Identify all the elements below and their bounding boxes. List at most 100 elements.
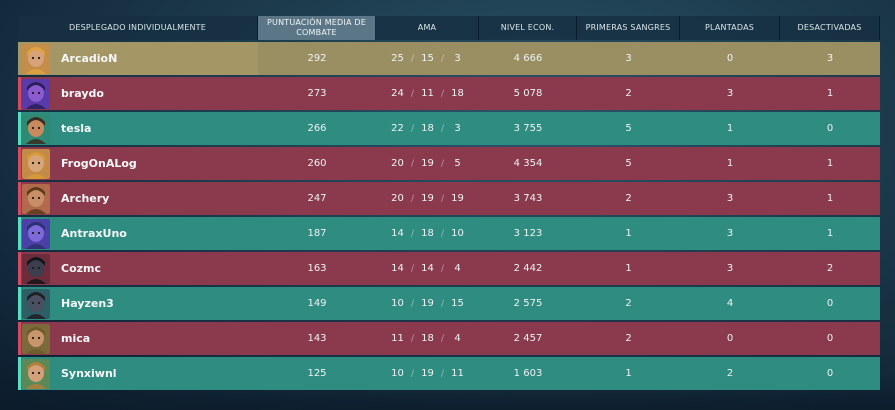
first-bloods-value: 1 [625,263,632,274]
kills-value: 25 [391,53,404,64]
player-row[interactable]: mica 143 11 / 18 / 4 2 457 2 0 0 [18,322,880,355]
header-acs[interactable]: PUNTUACIÓN MEDIA DE COMBATE [258,16,376,40]
defuses-value: 2 [826,263,834,274]
header-player[interactable]: DESPLEGADO INDIVIDUALMENTE [18,16,258,40]
defuses-value: 1 [826,88,834,99]
kda-separator: / [440,193,445,204]
kda-separator: / [440,333,445,344]
deaths-value: 11 [421,88,434,99]
player-name[interactable]: mica [61,332,91,345]
player-cell: Synxiwnl [18,357,258,390]
player-name[interactable]: Archery [61,192,110,205]
assists-value: 4 [454,263,461,274]
acs-value: 260 [307,158,327,169]
header-kda[interactable]: AMA [376,16,479,40]
assists-value: 15 [451,298,464,309]
team-color-bar [18,147,21,180]
acs-value: 163 [307,263,327,274]
acs-value: 187 [307,228,327,239]
kda-cell: 24 / 11 / 18 [376,77,479,110]
assists-value: 5 [454,158,461,169]
first-bloods-value: 3 [625,53,632,64]
agent-portrait-icon [22,358,50,389]
defuses-value: 0 [826,368,834,379]
first-bloods-value: 1 [625,228,632,239]
player-row[interactable]: Cozmc 163 14 / 14 / 4 2 442 1 3 2 [18,252,880,285]
econ-value: 2 575 [513,298,543,309]
first-bloods-value: 2 [625,298,632,309]
header-plants[interactable]: PLANTADAS [680,16,780,40]
kills-value: 22 [391,123,404,134]
kda-separator: / [410,263,415,274]
agent-portrait-icon [22,253,50,284]
player-name[interactable]: AntraxUno [61,227,127,240]
team-color-bar [18,252,21,285]
first-bloods-value: 2 [625,193,632,204]
player-name[interactable]: FrogOnALog [61,157,137,170]
player-row[interactable]: Synxiwnl 125 10 / 19 / 11 1 603 1 2 0 [18,357,880,390]
kda-separator: / [410,333,415,344]
player-cell: braydo [18,77,258,110]
player-cell: mica [18,322,258,355]
player-row[interactable]: FrogOnALog 260 20 / 19 / 5 4 354 5 1 1 [18,147,880,180]
kda-cell: 14 / 14 / 4 [376,252,479,285]
kills-value: 14 [391,228,404,239]
deaths-value: 19 [421,193,434,204]
player-row[interactable]: ArcadioN 292 25 / 15 / 3 4 666 3 0 3 [18,42,880,75]
kda-separator: / [440,53,445,64]
kda-separator: / [410,228,415,239]
acs-value: 125 [307,368,327,379]
assists-value: 11 [451,368,464,379]
kills-value: 11 [391,333,404,344]
kda-separator: / [440,158,445,169]
player-row[interactable]: AntraxUno 187 14 / 18 / 10 3 123 1 3 1 [18,217,880,250]
player-cell: Cozmc [18,252,258,285]
kda-cell: 10 / 19 / 11 [376,357,479,390]
assists-value: 18 [451,88,464,99]
player-row[interactable]: tesla 266 22 / 18 / 3 3 755 5 1 0 [18,112,880,145]
player-name[interactable]: Hayzen3 [61,297,114,310]
econ-value: 5 078 [513,88,543,99]
team-color-bar [18,77,21,110]
player-row[interactable]: braydo 273 24 / 11 / 18 5 078 2 3 1 [18,77,880,110]
first-bloods-value: 5 [625,158,632,169]
defuses-value: 0 [826,123,834,134]
kda-cell: 14 / 18 / 10 [376,217,479,250]
assists-value: 4 [454,333,461,344]
header-defuses[interactable]: DESACTIVADAS [780,16,880,40]
team-color-bar [18,322,21,355]
agent-portrait-icon [22,288,50,319]
agent-portrait-icon [22,113,50,144]
player-name[interactable]: ArcadioN [61,52,118,65]
kda-separator: / [410,88,415,99]
agent-portrait-icon [22,183,50,214]
scoreboard-header: DESPLEGADO INDIVIDUALMENTE PUNTUACIÓN ME… [18,16,880,40]
plants-value: 0 [726,53,734,64]
econ-value: 2 457 [513,333,543,344]
header-first-bloods[interactable]: PRIMERAS SANGRES [577,16,680,40]
player-name[interactable]: braydo [61,87,104,100]
kda-separator: / [410,298,415,309]
first-bloods-value: 1 [625,368,632,379]
player-name[interactable]: tesla [61,122,92,135]
kills-value: 20 [391,158,404,169]
team-color-bar [18,182,21,215]
player-row[interactable]: Hayzen3 149 10 / 19 / 15 2 575 2 4 0 [18,287,880,320]
player-name[interactable]: Synxiwnl [61,367,117,380]
defuses-value: 1 [826,228,834,239]
header-econ[interactable]: NIVEL ECON. [479,16,577,40]
assists-value: 19 [451,193,464,204]
player-name[interactable]: Cozmc [61,262,102,275]
kda-separator: / [410,193,415,204]
kda-cell: 20 / 19 / 5 [376,147,479,180]
plants-value: 0 [726,333,734,344]
player-row[interactable]: Archery 247 20 / 19 / 19 3 743 2 3 1 [18,182,880,215]
plants-value: 1 [726,123,734,134]
assists-value: 10 [451,228,464,239]
deaths-value: 19 [421,158,434,169]
kda-separator: / [440,368,445,379]
player-cell: FrogOnALog [18,147,258,180]
deaths-value: 19 [421,368,434,379]
acs-value: 247 [307,193,327,204]
agent-portrait-icon [22,218,50,249]
